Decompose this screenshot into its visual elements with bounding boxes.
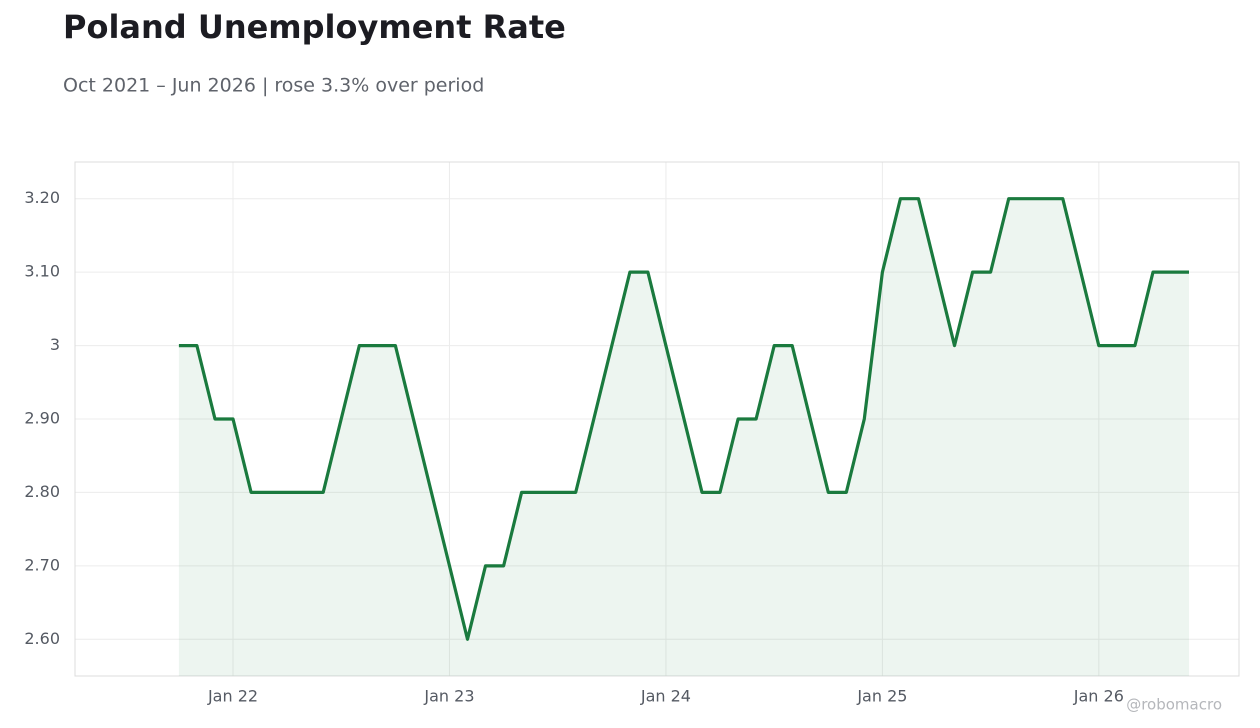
line — [178, 197, 1189, 641]
y-tick-label: 3 — [50, 335, 60, 354]
y-tick-label: 2.90 — [24, 409, 60, 428]
y-tick-label: 2.70 — [24, 555, 60, 574]
area — [178, 198, 1190, 676]
x-tick-label: Jan 26 — [1073, 687, 1124, 706]
x-tick-label: Jan 22 — [207, 687, 258, 706]
x-tick-label: Jan 23 — [423, 687, 474, 706]
plot-border — [74, 161, 1240, 677]
y-tick-label: 3.20 — [24, 188, 60, 207]
x-tick-label: Jan 25 — [856, 687, 907, 706]
chart-title: Poland Unemployment Rate — [63, 8, 566, 46]
y-tick-label: 2.80 — [24, 482, 60, 501]
y-tick-label: 2.60 — [24, 629, 60, 648]
x-tick-label: Jan 24 — [640, 687, 691, 706]
watermark: @robomacro — [1126, 696, 1222, 714]
y-tick-label: 3.10 — [24, 262, 60, 281]
chart-subtitle: Oct 2021 – Jun 2026 | rose 3.3% over per… — [63, 75, 484, 97]
